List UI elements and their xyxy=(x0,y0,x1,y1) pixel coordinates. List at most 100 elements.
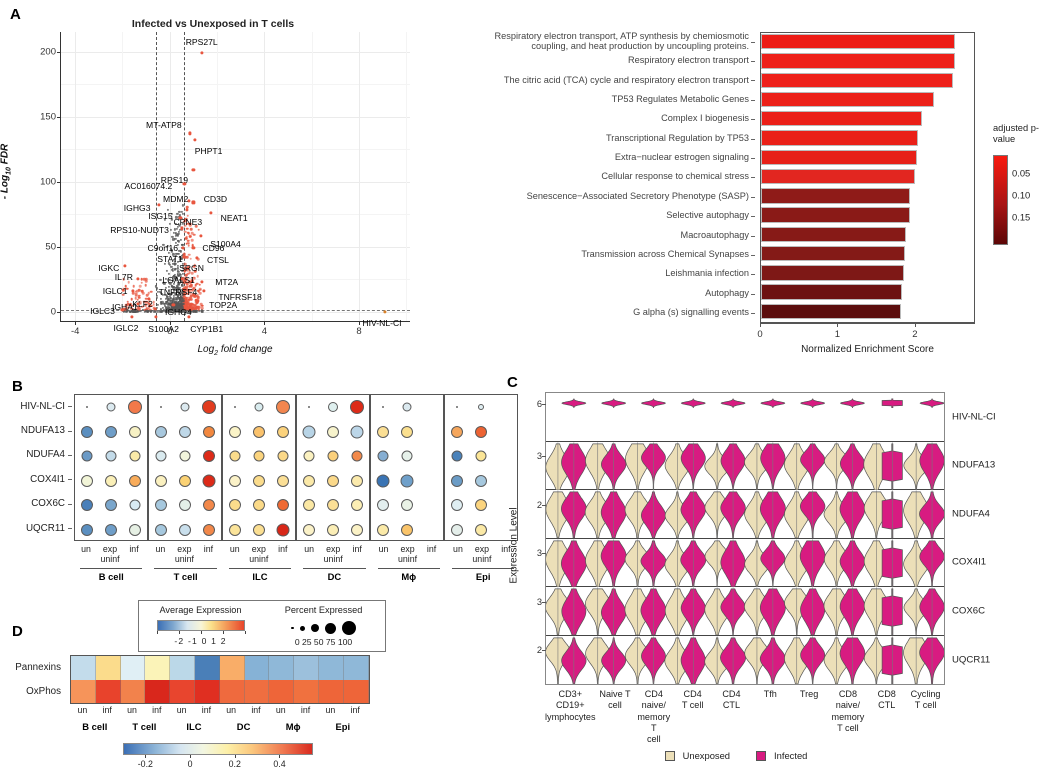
heatmap-legend-tick-label: 0.2 xyxy=(228,759,241,769)
dotplot-row-tick xyxy=(68,528,72,530)
gsea-category-tick xyxy=(751,196,755,198)
volcano-point xyxy=(173,273,176,277)
heatmap-condition-label: un xyxy=(325,705,336,715)
gsea-category-tick xyxy=(751,138,755,140)
volcano-labeled-point xyxy=(180,277,184,281)
volcano-point xyxy=(154,307,157,311)
dotplot-dot xyxy=(402,402,412,412)
violin-facet-row: 3 COX4I1 xyxy=(537,538,986,587)
dotplot-gene-label: NDUFA13 xyxy=(0,418,72,442)
volcano-x-tick xyxy=(169,321,171,325)
volcano-point xyxy=(176,291,180,294)
volcano-y-tick xyxy=(57,246,61,248)
volcano-point xyxy=(165,270,168,273)
volcano-minor-gridline-v xyxy=(217,32,219,321)
volcano-point xyxy=(182,302,185,305)
heatmap-row-label: Pannexins xyxy=(15,661,61,673)
volcano-point xyxy=(195,224,198,228)
volcano-point xyxy=(184,286,188,290)
volcano-point xyxy=(182,310,185,313)
violin-y-tick xyxy=(542,403,546,405)
heatmap-cell xyxy=(294,679,319,703)
volcano-point xyxy=(188,253,191,257)
violin-facet-canvas xyxy=(546,538,944,587)
volcano-point xyxy=(135,292,138,296)
volcano-point xyxy=(144,279,148,283)
gsea-category-label: TP53 Regulates Metabolic Genes xyxy=(430,90,755,109)
volcano-point xyxy=(185,310,188,313)
volcano-point xyxy=(167,308,170,311)
gsea-category-label: Autophagy xyxy=(430,284,755,303)
volcano-labeled-point xyxy=(131,289,135,293)
legend-avg-tick xyxy=(222,631,224,634)
volcano-point xyxy=(171,267,174,271)
gsea-legend-tick-label: 0.10 xyxy=(1012,189,1031,201)
volcano-x-axis-label: Log2 fold change xyxy=(197,344,273,357)
gsea-axis-tick-label: 2 xyxy=(912,329,918,340)
volcano-point xyxy=(161,301,164,304)
volcano-point xyxy=(178,282,181,285)
volcano-point xyxy=(162,306,165,309)
dotplot-dot xyxy=(229,474,241,487)
volcano-point xyxy=(123,308,127,311)
volcano-point xyxy=(170,292,174,295)
volcano-point xyxy=(177,310,180,313)
volcano-point xyxy=(173,228,176,231)
volcano-point xyxy=(174,252,177,256)
volcano-point xyxy=(189,294,193,298)
volcano-gene-label: ISG15 xyxy=(148,210,173,221)
volcano-minor-gridline-v xyxy=(122,32,124,321)
volcano-point xyxy=(138,309,141,312)
volcano-point xyxy=(178,273,181,276)
volcano-point xyxy=(181,296,184,299)
volcano-point xyxy=(187,244,190,248)
volcano-point xyxy=(186,305,190,308)
legend-pct-dot xyxy=(299,625,305,631)
legend-avg-tick xyxy=(178,631,180,634)
volcano-point xyxy=(158,291,162,294)
volcano-point xyxy=(178,230,181,233)
volcano-point xyxy=(167,262,171,265)
volcano-point xyxy=(155,296,158,299)
volcano-labeled-point xyxy=(136,277,140,281)
volcano-gridline-v xyxy=(264,32,266,321)
volcano-point xyxy=(195,306,198,310)
volcano-point xyxy=(160,292,163,295)
volcano-point xyxy=(134,290,138,293)
violin-facet-label: NDUFA4 xyxy=(952,508,990,520)
volcano-point xyxy=(188,296,192,300)
dotplot-column xyxy=(123,395,147,540)
volcano-gene-label: C9orf16 xyxy=(147,242,179,253)
volcano-point xyxy=(144,308,147,311)
volcano-point xyxy=(136,298,139,302)
volcano-point xyxy=(200,302,203,306)
dotplot-column xyxy=(469,395,493,540)
volcano-labeled-point xyxy=(146,296,151,301)
dotplot-dot xyxy=(451,523,463,536)
volcano-point xyxy=(176,309,180,312)
volcano-point xyxy=(132,284,136,288)
volcano-point xyxy=(134,310,137,313)
volcano-point xyxy=(181,299,184,303)
volcano-gridline xyxy=(61,311,410,313)
gsea-category-label: Cellular response to chemical stress xyxy=(430,168,755,187)
volcano-point xyxy=(171,308,174,311)
volcano-point xyxy=(181,228,184,232)
volcano-point xyxy=(173,264,176,267)
gsea-axis-tick xyxy=(760,323,761,327)
volcano-point xyxy=(178,304,181,308)
volcano-point xyxy=(182,299,185,302)
legend-pct-labels: 0 25 50 75 100 xyxy=(294,637,353,647)
volcano-point xyxy=(184,306,187,310)
dotplot-row-tick xyxy=(68,454,72,456)
volcano-point xyxy=(139,302,142,306)
dotplot-group-rule xyxy=(228,567,292,569)
volcano-point xyxy=(184,290,187,293)
volcano-point xyxy=(131,304,134,308)
volcano-point xyxy=(168,251,171,254)
volcano-point xyxy=(186,301,190,305)
dotplot-dot xyxy=(105,450,117,462)
heatmap-condition-label: inf xyxy=(300,705,311,715)
volcano-x-tick-label: 0 xyxy=(167,326,173,337)
heatmap-celltype-label: Mϕ xyxy=(285,721,301,732)
